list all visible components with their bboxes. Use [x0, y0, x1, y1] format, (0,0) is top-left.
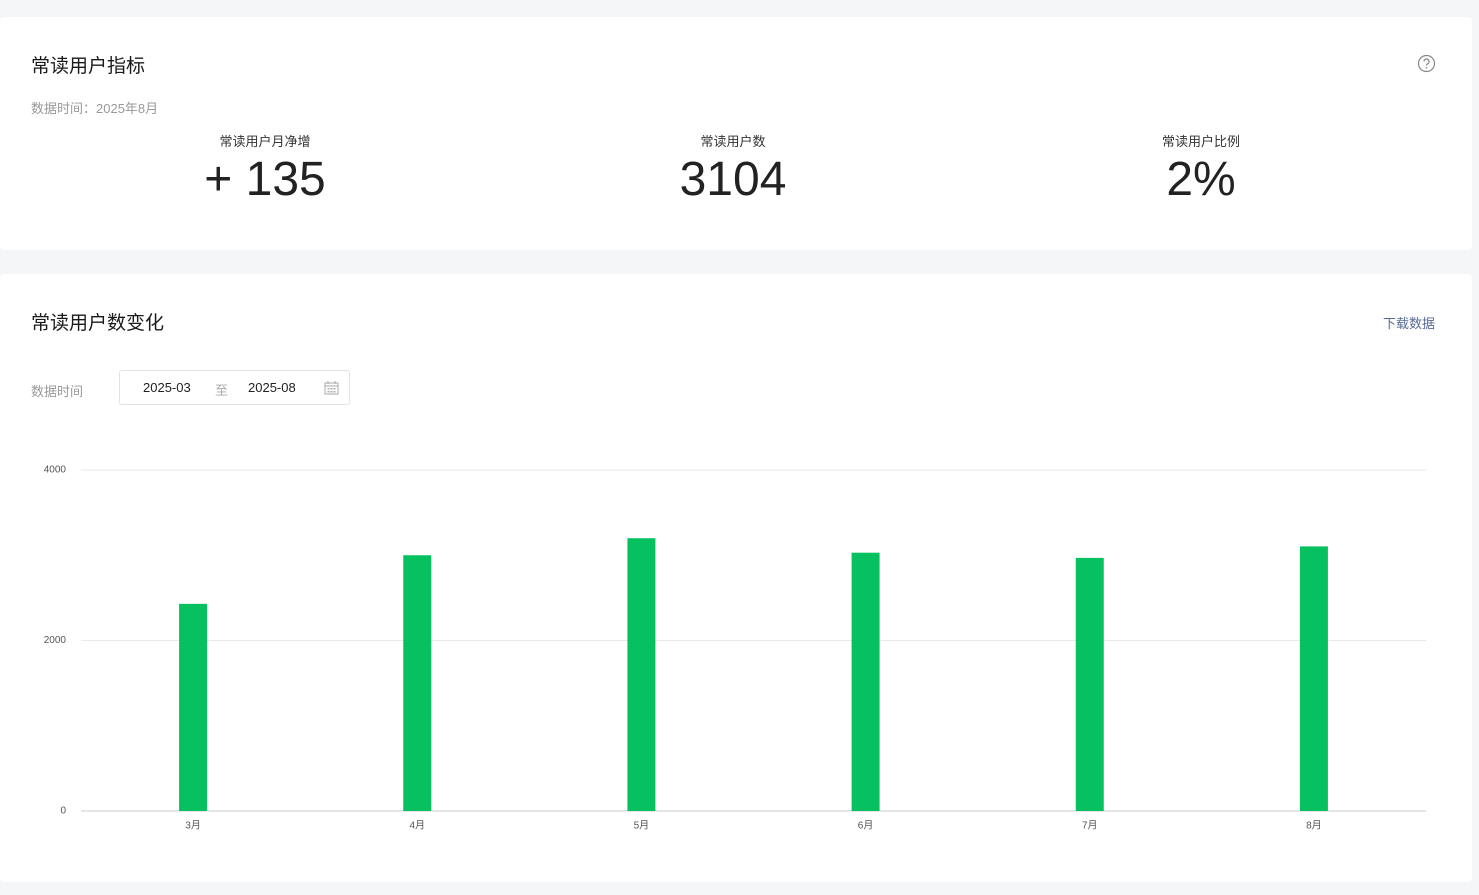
y-tick-label: 0 — [60, 806, 66, 817]
x-tick-label: 5月 — [634, 820, 650, 832]
metric: 常读用户月净增 + 135 — [115, 131, 415, 208]
bar — [179, 603, 208, 811]
start-date[interactable]: 2025-03 — [143, 380, 191, 395]
chart: 0 2000 4000 3月 4月 5月 6月 7月 8月 — [44, 465, 1426, 832]
bar — [1299, 546, 1328, 811]
download-link[interactable]: 下载数据 — [1382, 316, 1435, 331]
time-label: 数据时间 — [31, 384, 84, 399]
y-tick-label: 4000 — [44, 465, 67, 476]
metric-value: + 135 — [204, 153, 326, 206]
x-tick-label: 7月 — [1082, 820, 1098, 832]
metric: 常读用户比例 2% — [1051, 131, 1351, 208]
data-time: 数据时间：2025年8月 — [31, 101, 159, 116]
range-separator: 至 — [215, 383, 229, 398]
card-title: 常读用户数变化 — [31, 313, 165, 334]
date-range-picker[interactable]: 2025-03 至 2025-08 — [119, 370, 350, 405]
help-icon[interactable] — [1417, 54, 1436, 73]
card-title: 常读用户指标 — [31, 56, 146, 77]
x-tick-label: 3月 — [185, 820, 201, 832]
metric-label: 常读用户比例 — [1161, 134, 1240, 149]
bar — [851, 552, 880, 811]
calendar-icon — [324, 381, 339, 395]
metrics-card: 常读用户指标 数据时间：2025年8月 常读用户月净增 + 135 常读用户数 … — [0, 17, 1472, 250]
metric-label: 常读用户数 — [700, 134, 766, 149]
metric: 常读用户数 3104 — [583, 131, 883, 208]
end-date[interactable]: 2025-08 — [248, 380, 296, 395]
bar — [403, 555, 432, 811]
metric-value: 2% — [1166, 153, 1236, 206]
metric-label: 常读用户月净增 — [219, 134, 311, 149]
bar — [627, 538, 656, 811]
x-tick-label: 4月 — [409, 820, 425, 832]
x-tick-label: 8月 — [1306, 820, 1322, 832]
chart-card: 常读用户数变化 下载数据 数据时间 2025-03 至 2025-08 0 200… — [0, 274, 1472, 882]
metric-value: 3104 — [679, 153, 787, 206]
x-tick-label: 6月 — [858, 820, 874, 832]
y-tick-label: 2000 — [44, 635, 67, 646]
bar — [1075, 557, 1104, 811]
